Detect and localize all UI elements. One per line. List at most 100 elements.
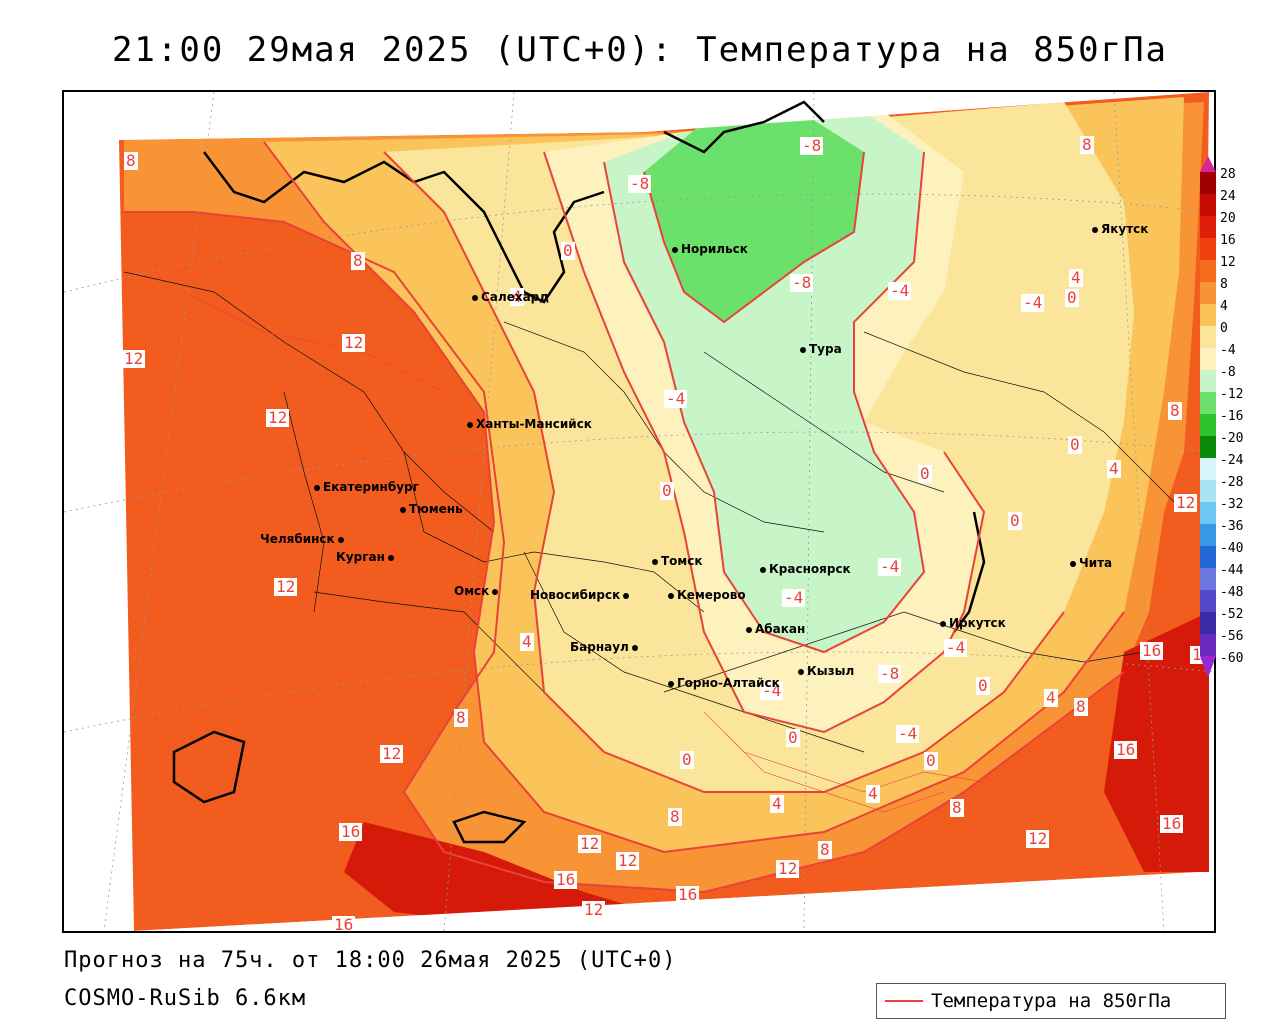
city-chelyabinsk[interactable]: Челябинск — [260, 532, 347, 546]
city-label: Тура — [809, 342, 842, 356]
contour-label: 12 — [342, 333, 366, 352]
colorbar-tick: 8 — [1220, 277, 1228, 292]
city-label: Иркутск — [949, 616, 1006, 630]
legend-label: Температура на 850гПа — [931, 990, 1172, 1012]
colorbar-tick: -40 — [1220, 541, 1244, 556]
contour-label: 0 — [786, 728, 800, 747]
isotherms — [124, 141, 1125, 894]
city-label: Чита — [1079, 556, 1113, 570]
city-label: Тюмень — [409, 502, 463, 516]
contour-label: 4 — [520, 632, 534, 651]
city-label: Омск — [454, 584, 490, 598]
city-label: Ханты-Мансийск — [476, 417, 592, 431]
contour-label: 4 — [1069, 268, 1083, 287]
city-marker — [631, 644, 638, 651]
city-label: Якутск — [1101, 222, 1149, 236]
city-marker — [800, 346, 806, 353]
contour-label: 4 — [1107, 459, 1121, 478]
contour-label: 0 — [976, 676, 990, 695]
contour-label: 0 — [660, 481, 674, 500]
city-abakan[interactable]: Абакан — [746, 622, 805, 636]
colorbar-tick: -48 — [1220, 585, 1244, 600]
city-khanty-mansiysk[interactable]: Ханты-Мансийск — [467, 417, 592, 431]
colorbar-tick: -28 — [1220, 475, 1244, 490]
city-kurgan[interactable]: Курган — [336, 550, 397, 564]
city-marker — [314, 484, 320, 491]
city-irkutsk[interactable]: Иркутск — [940, 616, 1006, 630]
contour-label: 12 — [616, 851, 640, 870]
contour-label: 16 — [332, 915, 356, 933]
contour-label: -8 — [790, 273, 814, 292]
colorbar-tick: -16 — [1220, 409, 1244, 424]
colorbar-tick: 16 — [1220, 233, 1236, 248]
contour-label: 4 — [770, 794, 784, 813]
city-marker — [760, 566, 766, 573]
contour-label: 4 — [866, 784, 880, 803]
colorbar-labels: 28 24 20 16 12 8 4 0 -4 -8 -12 -16 -20 -… — [1220, 164, 1243, 670]
city-tyumen[interactable]: Тюмень — [400, 502, 463, 516]
contour-label: 12 — [122, 349, 146, 368]
colorbar-tick: -56 — [1220, 629, 1244, 644]
city-chita[interactable]: Чита — [1070, 556, 1112, 570]
city-novosibirsk[interactable]: Новосибирск — [530, 588, 632, 602]
contour-label: -8 — [878, 664, 902, 683]
city-tomsk[interactable]: Томск — [652, 554, 703, 568]
city-marker — [940, 620, 946, 627]
map-panel[interactable]: 8 -8 8 -8 8 0 -8 -4 -4 0 4 12 12 12 4 -4… — [62, 90, 1216, 933]
contour-label: -4 — [878, 557, 902, 576]
contour-label: 0 — [1065, 288, 1079, 307]
contour-label: 8 — [351, 251, 365, 270]
contour-label: 8 — [818, 840, 832, 859]
city-kyzyl[interactable]: Кызыл — [798, 664, 854, 678]
city-kemerovo[interactable]: Кемерово — [668, 588, 746, 602]
contour-label: -8 — [800, 136, 824, 155]
contour-label: 8 — [1168, 401, 1182, 420]
city-marker — [623, 592, 630, 599]
contour-label: 12 — [1026, 829, 1050, 848]
contour-label: -4 — [944, 638, 968, 657]
contour-label: 0 — [561, 241, 575, 260]
city-label: Курган — [336, 550, 385, 564]
city-label: Барнаул — [570, 640, 629, 654]
contour-label: -4 — [782, 588, 806, 607]
colorbar-tick: 4 — [1220, 299, 1228, 314]
city-label: Горно-Алтайск — [677, 676, 780, 690]
contour-label: 12 — [274, 577, 298, 596]
green-field — [644, 114, 864, 322]
contour-label: 8 — [950, 798, 964, 817]
city-marker — [668, 592, 674, 599]
colorbar-tick: -52 — [1220, 607, 1244, 622]
contour-label: 0 — [680, 750, 694, 769]
contour-label: 12 — [578, 834, 602, 853]
city-ekaterinburg[interactable]: Екатеринбург — [314, 480, 419, 494]
contour-label: 8 — [454, 708, 468, 727]
city-krasnoyarsk[interactable]: Красноярск — [760, 562, 851, 576]
contour-label: 16 — [339, 822, 363, 841]
city-yakutsk[interactable]: Якутск — [1092, 222, 1148, 236]
contour-label: -8 — [628, 174, 652, 193]
city-gorno-altaysk[interactable]: Горно-Алтайск — [668, 676, 780, 690]
contour-label: 16 — [1160, 814, 1184, 833]
temperature-colorbar — [1200, 156, 1216, 678]
colorbar-tick: 0 — [1220, 321, 1228, 336]
city-tura[interactable]: Тура — [800, 342, 842, 356]
colorbar-tick: -60 — [1220, 651, 1244, 666]
temperature-map — [64, 92, 1214, 931]
contour-label: 0 — [924, 751, 938, 770]
contour-label: 16 — [1114, 740, 1138, 759]
colorbar-tick: 12 — [1220, 255, 1236, 270]
contour-label: 0 — [918, 464, 932, 483]
city-marker — [746, 626, 752, 633]
city-marker — [672, 246, 678, 253]
city-omsk[interactable]: Омск — [454, 584, 501, 598]
contour-label: 0 — [1068, 435, 1082, 454]
city-norilsk[interactable]: Норильск — [672, 242, 748, 256]
city-salekhard[interactable]: Салехард — [472, 290, 549, 304]
contour-label: -4 — [896, 724, 920, 743]
city-barnaul[interactable]: Барнаул — [570, 640, 641, 654]
contour-label: 8 — [1074, 697, 1088, 716]
city-marker — [387, 554, 394, 561]
colorbar-tick: -36 — [1220, 519, 1244, 534]
city-marker — [1070, 560, 1076, 567]
colorbar-tick: -24 — [1220, 453, 1244, 468]
